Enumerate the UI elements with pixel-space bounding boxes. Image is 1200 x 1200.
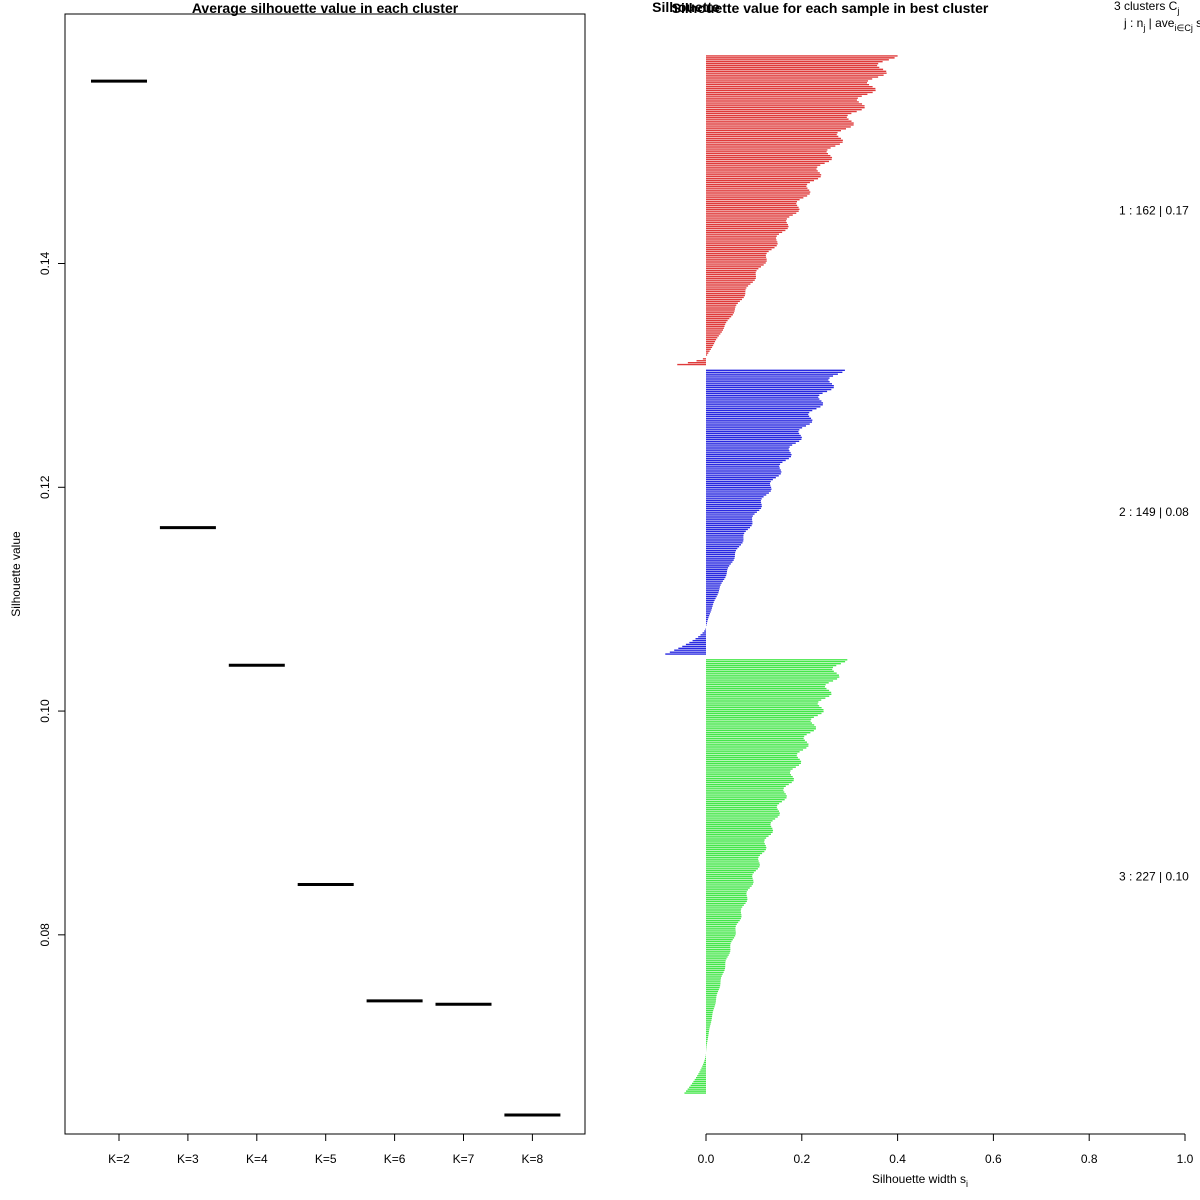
- left-x-tick-label: K=8: [522, 1152, 544, 1166]
- legend-header-line1-sub: j: [1176, 6, 1179, 16]
- left-y-axis: 0.08 0.10 0.12 0.14: [38, 252, 65, 947]
- silhouette-bars: [665, 55, 898, 1094]
- legend-header-line2-a: j : n: [1123, 16, 1143, 30]
- right-x-axis-label-main: Silhouette width s: [872, 1172, 966, 1186]
- cluster-label: 2 : 149 | 0.08: [1119, 505, 1189, 519]
- left-y-tick-label: 0.08: [38, 923, 52, 947]
- left-y-tick-label: 0.14: [38, 252, 52, 276]
- cluster-label: 3 : 227 | 0.10: [1119, 869, 1189, 883]
- right-x-tick-label: 0.6: [985, 1152, 1002, 1166]
- left-x-tick-label: K=6: [384, 1152, 406, 1166]
- legend-header-line1-main: 3 clusters C: [1114, 0, 1178, 13]
- left-y-tick-label: 0.12: [38, 475, 52, 499]
- legend-header-line2: j : nj | avei∈Cj s: [1123, 16, 1200, 33]
- right-x-axis-label-sub: i: [966, 1179, 968, 1189]
- left-chart: Average silhouette value in each cluster…: [9, 0, 586, 1166]
- legend-header-line2-mid: | ave: [1145, 16, 1174, 30]
- right-x-axis-label: Silhouette width si: [872, 1172, 968, 1189]
- right-x-tick-label: 0.8: [1081, 1152, 1098, 1166]
- left-x-tick-label: K=7: [453, 1152, 475, 1166]
- legend-header-line2-sub1: j: [1142, 23, 1145, 33]
- cluster-legend: 1 : 162 | 0.17 2 : 149 | 0.08 3 : 227 | 0.…: [1119, 203, 1189, 883]
- legend-header-line2-sub2: i∈Cj: [1174, 23, 1192, 33]
- legend-header: 3 clusters Cj j : nj | avei∈Cj s: [1114, 0, 1200, 33]
- right-x-tick-label: 1.0: [1177, 1152, 1194, 1166]
- left-x-tick-label: K=3: [177, 1152, 199, 1166]
- legend-header-line2-end: s: [1193, 16, 1200, 30]
- left-y-tick-label: 0.10: [38, 699, 52, 723]
- cluster-label: 1 : 162 | 0.17: [1119, 203, 1189, 217]
- legend-header-line1: 3 clusters Cj: [1114, 0, 1179, 16]
- left-x-tick-label: K=2: [108, 1152, 130, 1166]
- left-x-axis: K=2 K=3 K=4 K=5 K=6 K=7 K=8: [108, 1134, 544, 1166]
- left-data-marks: [91, 79, 561, 1117]
- right-chart-title: Silhouette value for each sample in best…: [672, 0, 989, 16]
- left-chart-title: Average silhouette value in each cluster: [192, 0, 459, 16]
- right-x-tick-label: 0.0: [698, 1152, 715, 1166]
- left-plot-frame: [64, 13, 586, 1135]
- right-x-axis: 0.0 0.2 0.4 0.6 0.8 1.0: [698, 1133, 1194, 1166]
- right-chart: Silhouette value for each sample in best…: [652, 0, 1200, 1189]
- left-y-axis-label: Silhouette value: [9, 531, 23, 617]
- left-x-tick-label: K=4: [246, 1152, 268, 1166]
- right-x-tick-label: 0.4: [889, 1152, 906, 1166]
- right-x-tick-label: 0.2: [793, 1152, 810, 1166]
- right-chart-title-overlap: Silhouette: [652, 0, 720, 15]
- left-x-tick-label: K=5: [315, 1152, 337, 1166]
